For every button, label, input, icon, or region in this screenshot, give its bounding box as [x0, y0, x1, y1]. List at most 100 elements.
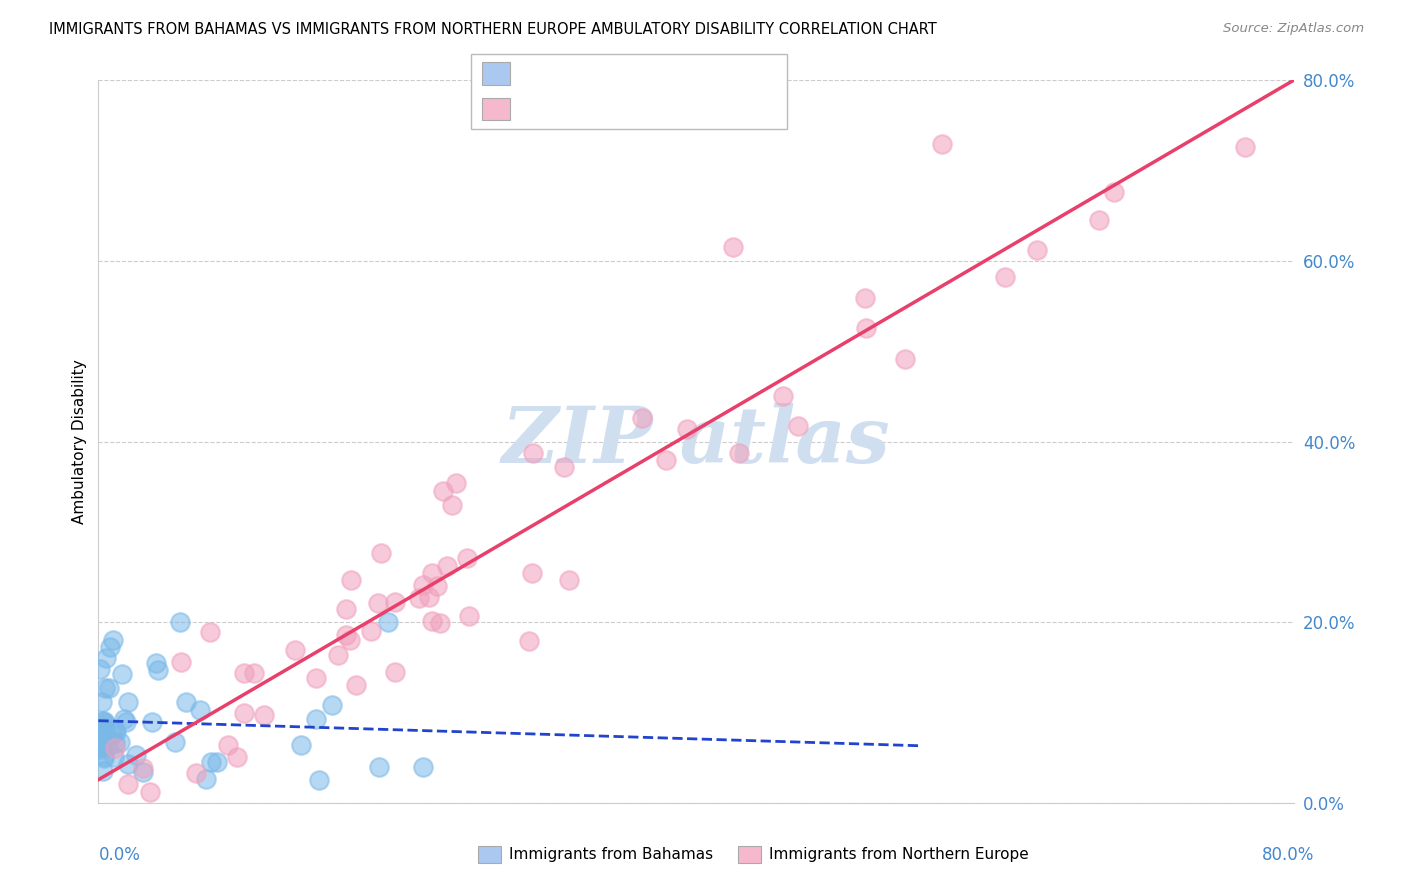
Point: [94, 651, 117, 665]
Point: [100, 728, 122, 742]
Point: [89, 662, 111, 676]
Point: [367, 596, 389, 610]
Point: [368, 760, 391, 774]
Point: [290, 738, 312, 752]
Point: [93, 716, 115, 731]
Point: [675, 422, 697, 436]
Point: [117, 695, 139, 709]
Y-axis label: Ambulatory Disability: Ambulatory Disability: [72, 359, 87, 524]
Text: 80.0%: 80.0%: [1263, 846, 1315, 863]
Point: [339, 633, 361, 648]
Point: [557, 573, 579, 587]
Text: Source: ZipAtlas.com: Source: ZipAtlas.com: [1223, 22, 1364, 36]
Point: [723, 240, 745, 254]
Point: [104, 723, 127, 738]
Point: [444, 476, 467, 491]
Point: [205, 756, 228, 770]
Point: [517, 633, 540, 648]
Point: [195, 772, 218, 786]
Point: [1234, 140, 1257, 154]
Point: [90, 737, 112, 751]
Point: [104, 741, 127, 756]
Text: R = 0.900   N = 60: R = 0.900 N = 60: [522, 100, 700, 118]
Point: [145, 656, 167, 670]
Point: [787, 419, 810, 434]
Point: [994, 270, 1017, 285]
Point: [855, 321, 877, 335]
Point: [360, 624, 382, 639]
Point: [132, 761, 155, 775]
Point: [132, 764, 155, 779]
Point: [1026, 243, 1049, 257]
Point: [91, 739, 114, 754]
Point: [243, 665, 266, 680]
Point: [93, 720, 115, 734]
Point: [426, 579, 449, 593]
Point: [522, 445, 544, 459]
Point: [305, 712, 328, 726]
Point: [217, 738, 239, 752]
Point: [93, 749, 115, 764]
Point: [408, 591, 430, 605]
Point: [174, 695, 197, 709]
Point: [100, 640, 122, 654]
Point: [93, 681, 115, 696]
Text: IMMIGRANTS FROM BAHAMAS VS IMMIGRANTS FROM NORTHERN EUROPE AMBULATORY DISABILITY: IMMIGRANTS FROM BAHAMAS VS IMMIGRANTS FR…: [49, 22, 936, 37]
Point: [114, 715, 136, 730]
Point: [117, 756, 139, 771]
Point: [90, 724, 112, 739]
Point: [170, 655, 193, 669]
Point: [108, 735, 131, 749]
Point: [87, 742, 110, 756]
Point: [146, 663, 169, 677]
Point: [232, 665, 254, 680]
Point: [441, 499, 464, 513]
Point: [412, 578, 434, 592]
Point: [105, 724, 128, 739]
Point: [370, 545, 392, 559]
Point: [1088, 212, 1111, 227]
Point: [184, 766, 207, 780]
Point: [139, 785, 162, 799]
Point: [253, 708, 276, 723]
Point: [344, 678, 367, 692]
Point: [305, 671, 328, 685]
Point: [93, 751, 115, 765]
Text: R =  -0.112   N = 52: R = -0.112 N = 52: [522, 64, 714, 82]
Point: [111, 666, 134, 681]
Point: [655, 452, 678, 467]
Text: 0.0%: 0.0%: [98, 846, 141, 863]
Point: [335, 601, 357, 615]
Point: [103, 633, 125, 648]
Point: [117, 777, 139, 791]
Point: [91, 764, 114, 778]
Point: [340, 573, 363, 587]
Point: [188, 703, 211, 717]
Point: [125, 747, 148, 762]
Point: [893, 352, 915, 367]
Point: [553, 459, 575, 474]
Text: ZIP atlas: ZIP atlas: [502, 403, 890, 480]
Point: [418, 590, 440, 604]
Point: [225, 750, 247, 764]
Point: [420, 614, 443, 628]
Point: [114, 712, 136, 726]
Point: [87, 727, 110, 741]
Point: [522, 566, 544, 581]
Point: [853, 292, 876, 306]
Point: [429, 615, 451, 630]
Point: [233, 706, 256, 720]
Point: [412, 759, 434, 773]
Point: [97, 739, 120, 753]
Point: [103, 750, 125, 764]
Point: [321, 698, 343, 713]
Point: [90, 714, 112, 728]
Text: Immigrants from Northern Europe: Immigrants from Northern Europe: [769, 847, 1029, 862]
Point: [384, 595, 406, 609]
Point: [91, 695, 114, 709]
Point: [384, 665, 406, 679]
Point: [97, 681, 120, 695]
Text: Immigrants from Bahamas: Immigrants from Bahamas: [509, 847, 713, 862]
Point: [630, 411, 652, 425]
Point: [422, 566, 444, 581]
